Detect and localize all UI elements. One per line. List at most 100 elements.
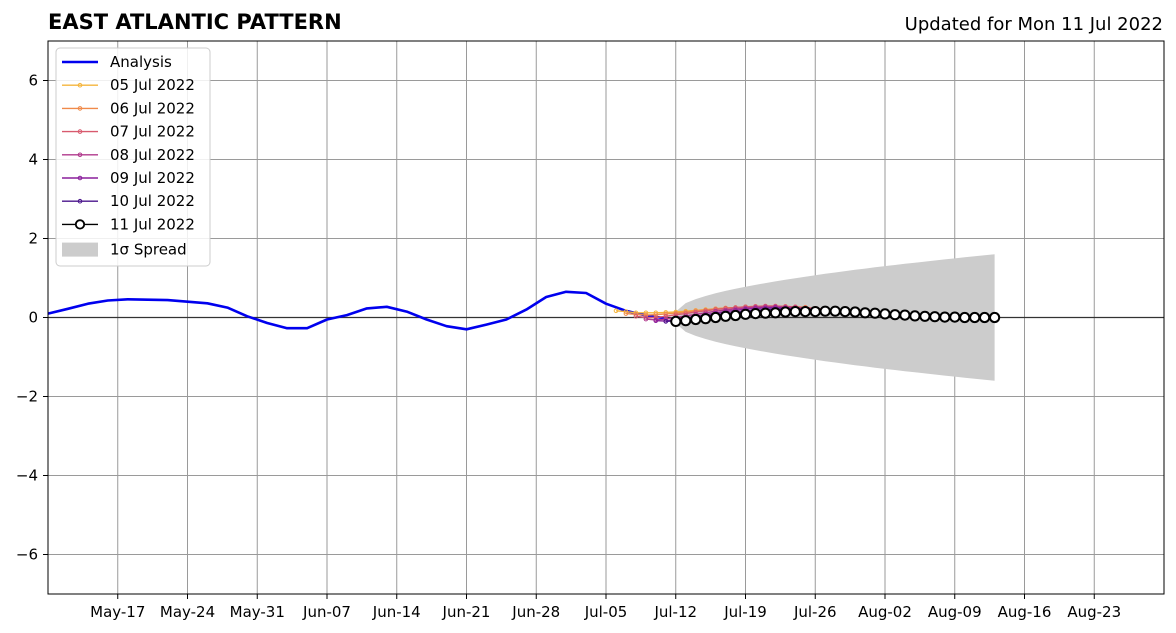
data-point [670,315,682,327]
y-tick-label: 0 [28,309,38,327]
data-point [653,318,659,324]
legend-marker [77,152,83,158]
x-tick-label: Aug-16 [998,603,1052,621]
x-tick-label: Jul-19 [723,603,767,621]
data-point [633,314,639,319]
legend-marker [77,106,83,111]
y-tick-label: −4 [16,467,38,485]
data-point [769,307,782,319]
data-point [720,310,732,322]
x-tick-label: Aug-23 [1067,603,1121,621]
data-point [700,313,712,325]
data-point [849,306,861,318]
legend-item: 06 Jul 2022 [62,99,195,117]
legend-label: 05 Jul 2022 [110,76,195,94]
data-point [749,308,762,320]
legend-label: 09 Jul 2022 [110,169,195,187]
data-point [809,306,821,318]
y-tick-label: −2 [16,388,38,406]
legend-label: 1σ Spread [110,241,187,259]
x-tick-label: Jun-21 [442,603,491,621]
legend-label: 11 Jul 2022 [110,215,195,233]
data-point [949,311,961,323]
legend-item: 10 Jul 2022 [62,192,195,210]
legend-item: 11 Jul 2022 [62,215,195,233]
data-point [690,313,702,326]
data-point [729,309,742,322]
data-point [989,311,1001,324]
data-point [643,316,649,322]
legend-marker [77,129,83,134]
data-point [829,305,841,317]
legend-item: 08 Jul 2022 [62,146,195,164]
data-point [879,308,891,320]
x-tick-label: May-24 [160,603,215,621]
legend-swatch [62,242,98,257]
x-tick-label: May-17 [90,603,145,621]
data-point [979,311,991,324]
y-tick-label: 6 [28,72,38,90]
y-tick-label: 2 [28,230,38,248]
data-point [710,311,722,324]
data-point [799,306,811,318]
legend-marker [77,175,83,181]
data-point [779,306,792,318]
x-tick-label: Jul-05 [584,603,628,621]
data-point [633,312,639,317]
data-point [613,308,619,314]
legend-item-spread: 1σ Spread [62,241,187,259]
x-tick-label: Jun-28 [511,603,560,621]
legend-label: Analysis [110,53,172,71]
legend-marker [77,82,83,88]
data-point [789,306,801,318]
axes: May-17 May-24 May-31 Jun-07 Jun-14 Jun-21 Jun-… [16,72,1121,622]
data-point [929,311,941,323]
data-point [663,314,669,319]
series-line [47,290,666,331]
series-analysis [47,290,666,331]
legend-label: 10 Jul 2022 [110,192,195,210]
x-tick-label: May-31 [230,603,285,621]
data-point [909,310,921,322]
data-point [623,311,629,316]
data-point [959,311,971,324]
data-point [680,315,692,327]
series-11-jul-2022 [670,305,1001,327]
x-tick-label: Jun-14 [372,603,421,621]
y-tick-label: 4 [28,151,38,169]
y-tick-label: −6 [16,546,38,564]
x-tick-label: Jul-12 [653,603,697,621]
legend-label: 07 Jul 2022 [110,123,195,141]
legend-marker [77,198,83,204]
legend: Analysis 05 Jul 2022 06 Jul 2022 07 Jul 202… [55,47,211,267]
data-point [663,319,669,324]
x-tick-label: Aug-02 [858,603,912,621]
legend-label: 08 Jul 2022 [110,146,195,164]
legend-label: 06 Jul 2022 [110,99,195,117]
data-point [939,311,951,323]
legend-item: 07 Jul 2022 [62,123,195,141]
data-point [819,305,831,317]
legend-item: Analysis [62,53,172,71]
series-group [47,290,1001,331]
legend-marker [74,219,86,230]
legend-box [55,47,211,267]
data-point [869,307,881,319]
data-point [899,309,911,321]
chart-subtitle: Updated for Mon 11 Jul 2022 [905,14,1163,35]
legend-item: 05 Jul 2022 [62,76,195,94]
data-point [839,306,851,318]
data-point [623,309,629,314]
data-point [919,310,931,322]
data-point [889,309,901,321]
legend-item: 09 Jul 2022 [62,169,195,187]
x-tick-label: Jul-26 [793,603,837,621]
x-tick-label: Jun-07 [302,603,351,621]
data-point [759,307,772,319]
data-point [653,312,659,318]
data-point [859,307,871,319]
data-point [969,311,981,324]
chart-title: EAST ATLANTIC PATTERN [48,10,342,34]
data-point [739,308,752,320]
